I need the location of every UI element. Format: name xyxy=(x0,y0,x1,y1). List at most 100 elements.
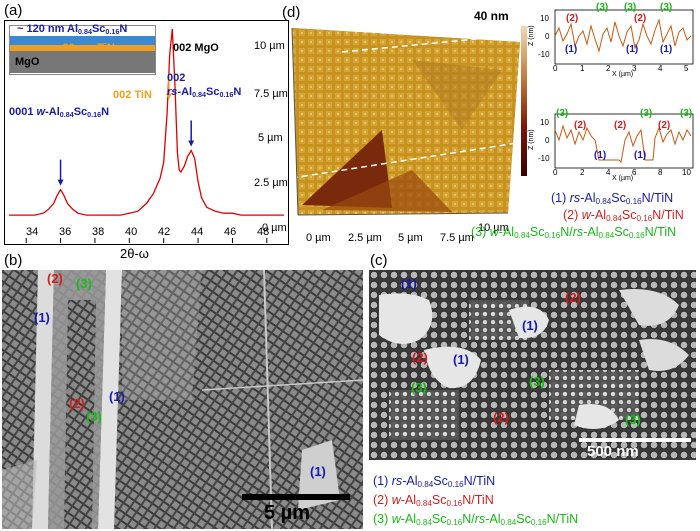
p1-xtick: 1 xyxy=(580,64,585,73)
p2-xtick: 4 xyxy=(606,168,611,177)
b-marker-2b: (2) xyxy=(69,396,85,411)
p1-xtick: 5 xyxy=(684,64,689,73)
c-leg1-al: -Al xyxy=(402,474,418,488)
d-leg3-sc2: Sc xyxy=(614,225,629,239)
d-leg1-num: (1) xyxy=(551,191,567,205)
d-leg3-slash: N/ xyxy=(560,225,573,239)
xrd-xtick: 48 xyxy=(257,226,270,238)
p2-ytick: -10 xyxy=(538,154,550,163)
c-leg1-sub1: 0.84 xyxy=(417,480,434,490)
d-leg3-al2: -Al xyxy=(583,225,599,239)
d-leg2-sc: Sc xyxy=(621,208,637,222)
p2-marker-3: (3) xyxy=(556,108,569,119)
height-profile-1 xyxy=(554,9,694,65)
c-leg3-pre: w xyxy=(391,512,401,526)
d-leg3-pre2: rs xyxy=(572,225,584,239)
p2-marker-2: (2) xyxy=(574,120,587,131)
p1-ylabel: Z (nm) xyxy=(528,25,535,46)
b-marker-1b: (1) xyxy=(109,389,125,404)
c-marker-1b: (1) xyxy=(522,318,538,333)
d-leg3-ntin: N/TiN xyxy=(644,225,677,239)
peak-arrow-head xyxy=(165,93,172,100)
peak-mgo-label: 002 MgO xyxy=(173,42,219,54)
xrd-xtick: 44 xyxy=(191,226,204,238)
afm-ytick: 7.5 µm xyxy=(254,88,288,100)
d-leg3-sc: Sc xyxy=(529,225,545,239)
c-leg2-sub1: 0.84 xyxy=(416,499,432,509)
inset-alscn-text: ~ 120 nm Al xyxy=(17,23,79,35)
d-leg2-num: (2) xyxy=(563,208,579,222)
afm-xtick: 2.5 µm xyxy=(348,232,382,244)
c-marker-1: (1) xyxy=(401,276,417,291)
tin-layer xyxy=(10,45,155,51)
p2-xlabel: X (µm) xyxy=(612,175,634,182)
peak-w-label: 0001 w-Al0.84Sc0.16N xyxy=(9,106,109,119)
inset-alscn-label: ~ 120 nm Al0.84Sc0.16N xyxy=(17,23,127,36)
b-marker-3: (3) xyxy=(76,276,92,291)
c-marker-3b: (3) xyxy=(529,374,545,389)
p1-marker-3: (3) xyxy=(596,2,609,13)
p2-xtick: 10 xyxy=(682,168,691,177)
xrd-series-line xyxy=(9,28,284,216)
afm-xtick: 5 µm xyxy=(398,232,423,244)
panel-label-a: (a) xyxy=(4,2,23,19)
scale-label-c: 500 nm xyxy=(587,443,639,460)
p1-ytick: 10 xyxy=(540,14,549,23)
inset-sub-1: 0.84 xyxy=(78,27,92,36)
p1-xtick: 4 xyxy=(658,64,663,73)
p1-ytick: -10 xyxy=(538,50,550,59)
c-leg1-pre: rs xyxy=(391,474,403,488)
p1-marker-1: (1) xyxy=(565,44,578,55)
p1-marker-3b: (3) xyxy=(624,2,637,13)
peak-w-n: N xyxy=(101,106,110,118)
xrd-xtick: 46 xyxy=(224,226,237,238)
d-legend-1: (1) rs-Al0.84Sc0.16N/TiN xyxy=(551,191,673,206)
afm-3d-map xyxy=(291,27,520,216)
scale-label-b: 5 µm xyxy=(264,502,310,524)
height-profile-2 xyxy=(554,113,694,169)
c-leg1-num: (1) xyxy=(373,474,389,488)
d-leg3-sub3: 0.84 xyxy=(598,231,615,241)
d-leg3-sub4: 0.16 xyxy=(628,231,645,241)
sem-b-texture xyxy=(2,270,363,529)
panel-label-c: (c) xyxy=(370,252,388,269)
c-leg3-sub2: 0.16 xyxy=(446,518,463,528)
p1-xlabel: X (µm) xyxy=(612,71,634,78)
peak-rs-label: 002 rs-Al0.84Sc0.16N xyxy=(167,71,241,102)
afm-xtick: 7.5 µm xyxy=(440,232,474,244)
p1-xtick: 3 xyxy=(632,64,637,73)
p2-marker-2b: (2) xyxy=(614,120,627,131)
afm-ytick: 2.5 µm xyxy=(254,177,288,189)
p2-marker-2c: (2) xyxy=(658,120,671,131)
d-legend-2: (2) w-Al0.84Sc0.16N/TiN xyxy=(563,208,684,223)
p1-xtick: 0 xyxy=(553,64,558,73)
afm-ytick: 5 µm xyxy=(258,132,283,144)
peak-rs-sub2: 0.16 xyxy=(219,90,234,99)
d-leg1-sub2: 0.16 xyxy=(625,197,642,207)
p1-marker-2b: (2) xyxy=(634,13,647,24)
d-leg1-sc: Sc xyxy=(611,191,626,205)
d-leg1-sub1: 0.84 xyxy=(595,197,612,207)
peak-w-sc: Sc xyxy=(73,106,88,118)
afm-xtick: 0 µm xyxy=(306,232,331,244)
d-leg2-sub2: 0.16 xyxy=(636,214,653,224)
peak-rs-sc: Sc xyxy=(205,86,220,98)
peak-rs-sub1: 0.84 xyxy=(192,90,206,99)
p2-xtick: 0 xyxy=(553,168,558,177)
panel-label-b: (b) xyxy=(4,252,23,269)
inset-sub-2: 0.16 xyxy=(105,27,120,36)
xrd-xlabel: 2θ-ω xyxy=(120,246,149,261)
p2-ytick: 0 xyxy=(545,136,550,145)
c-leg3-al2: -Al xyxy=(485,512,501,526)
scale-bar-b xyxy=(242,494,350,500)
afm-ytick: 10 µm xyxy=(254,40,285,52)
c-marker-2c: (2) xyxy=(493,410,509,425)
xrd-xtick: 36 xyxy=(59,226,72,238)
b-marker-2: (2) xyxy=(47,271,63,286)
p1-marker-1b: (1) xyxy=(626,44,639,55)
d-leg1-ntin: N/TiN xyxy=(641,191,674,205)
sem-image-c: 500 nm (1) (2) (1) (2) (1) (3) (3) (2) (… xyxy=(369,270,696,460)
peak-arrow-head xyxy=(188,140,195,147)
p2-marker-3c: (3) xyxy=(680,108,693,119)
c-leg2-ntin: N/TiN xyxy=(462,493,494,507)
